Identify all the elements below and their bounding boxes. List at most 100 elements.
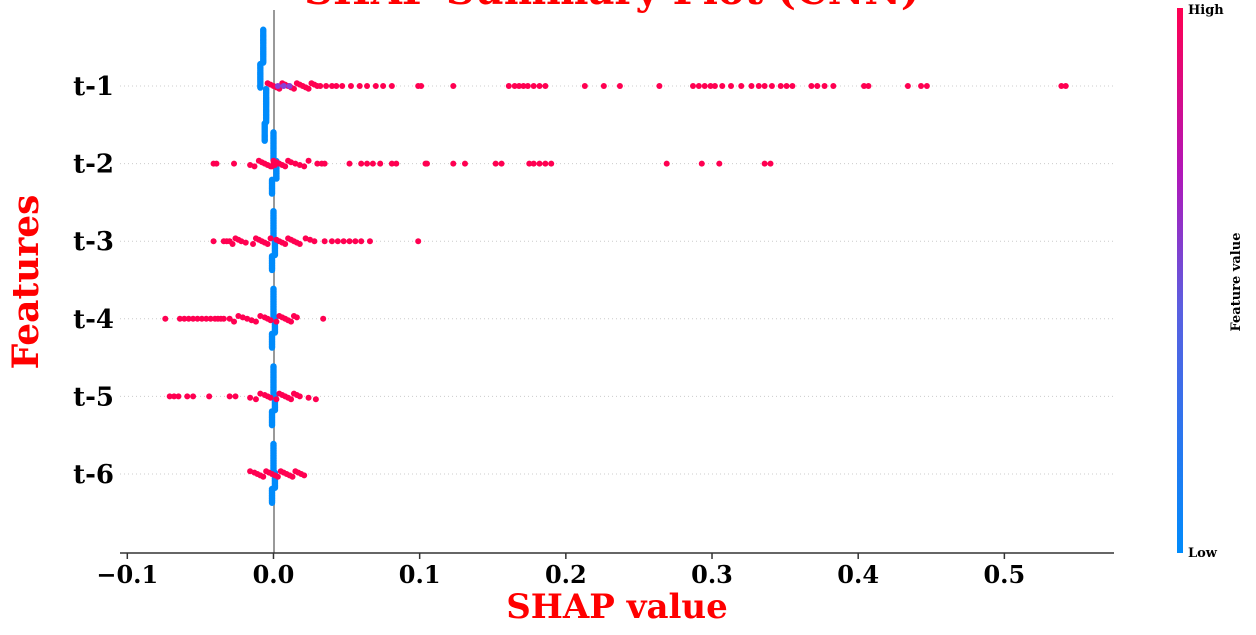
point-high-t-1: [830, 83, 837, 89]
point-high-t-1: [1058, 83, 1065, 89]
point-high-t-4: [162, 315, 169, 322]
point-high-t-3: [358, 238, 365, 245]
point-high-t-5: [184, 393, 191, 400]
point-high-t-6: [274, 473, 281, 480]
point-high-t-5: [175, 393, 182, 400]
point-high-t-1: [701, 83, 708, 89]
point-high-t-2: [314, 160, 321, 167]
point-high-t-1: [581, 83, 588, 89]
point-high-t-1: [821, 83, 828, 89]
point-high-t-2: [269, 163, 276, 170]
point-high-t-1: [768, 83, 775, 89]
point-high-t-2: [213, 160, 220, 167]
shap-points: [162, 26, 1069, 506]
colorbar-title: Feature value: [1229, 233, 1244, 332]
point-low-t-1: [261, 137, 268, 144]
point-high-t-3: [352, 238, 359, 245]
point-high-t-3: [296, 241, 303, 247]
point-high-t-5: [171, 393, 178, 400]
point-high-t-4: [293, 314, 300, 321]
point-high-t-1: [347, 83, 354, 89]
point-high-t-2: [423, 160, 430, 167]
point-high-t-6: [289, 473, 296, 480]
point-high-t-1: [783, 83, 790, 89]
x-tick-label: −0.1: [96, 560, 158, 589]
point-high-t-3: [250, 241, 257, 247]
point-high-t-1: [789, 83, 796, 89]
point-high-t-5: [226, 393, 233, 400]
point-high-t-1: [861, 83, 868, 89]
point-mid-t-1: [274, 83, 281, 89]
feature-label-t-5: t-5: [73, 382, 114, 412]
point-high-t-4: [226, 315, 233, 322]
feature-label-t-2: t-2: [73, 150, 114, 180]
point-high-t-2: [716, 160, 723, 167]
x-tick-label: 0.0: [253, 560, 295, 589]
point-high-t-5: [267, 394, 274, 401]
point-high-t-1: [600, 83, 607, 89]
point-high-t-3: [282, 241, 289, 247]
point-high-t-1: [1062, 83, 1069, 89]
point-high-t-1: [690, 83, 697, 89]
point-high-t-1: [333, 83, 340, 89]
point-high-t-1: [616, 83, 623, 89]
point-high-t-2: [388, 160, 395, 167]
point-high-t-3: [311, 238, 318, 245]
point-high-t-1: [719, 83, 726, 89]
feature-gridlines: [120, 85, 1114, 475]
point-high-t-1: [748, 83, 755, 89]
point-high-t-4: [267, 317, 274, 324]
point-high-t-3: [415, 238, 422, 245]
point-high-t-2: [305, 157, 312, 164]
point-high-t-4: [273, 318, 280, 325]
point-high-t-6: [301, 472, 308, 479]
feature-label-t-3: t-3: [73, 227, 114, 257]
point-high-t-1: [317, 83, 324, 89]
point-high-t-1: [738, 83, 745, 89]
point-high-t-4: [288, 318, 295, 325]
point-high-t-4: [320, 315, 327, 322]
point-high-t-2: [364, 160, 371, 167]
point-high-t-1: [511, 83, 518, 89]
point-high-t-2: [548, 160, 555, 167]
point-high-t-5: [312, 396, 319, 403]
point-high-t-2: [301, 163, 308, 170]
point-high-t-1: [761, 83, 768, 89]
point-high-t-1: [656, 83, 663, 89]
point-high-t-1: [305, 85, 312, 92]
point-high-t-2: [498, 160, 505, 167]
point-high-t-3: [210, 238, 217, 245]
point-high-t-5: [252, 396, 259, 403]
point-high-t-1: [923, 83, 930, 89]
point-high-t-3: [321, 238, 328, 245]
point-high-t-3: [366, 238, 373, 245]
point-high-t-2: [536, 160, 543, 167]
point-low-t-1: [257, 84, 264, 91]
point-high-t-2: [767, 160, 774, 167]
point-high-t-1: [323, 83, 330, 89]
point-high-t-2: [492, 160, 499, 167]
point-high-t-1: [380, 83, 387, 89]
point-high-t-1: [356, 83, 363, 89]
point-high-t-2: [393, 160, 400, 167]
point-high-t-4: [220, 315, 227, 322]
point-high-t-4: [203, 315, 210, 322]
point-high-t-4: [194, 315, 201, 322]
point-high-t-1: [695, 83, 702, 89]
point-high-t-5: [232, 393, 239, 400]
point-high-t-4: [252, 318, 259, 325]
point-high-t-1: [536, 83, 543, 89]
colorbar-high-label: High: [1188, 3, 1224, 18]
point-high-t-2: [761, 160, 768, 167]
point-high-t-1: [808, 83, 815, 89]
point-high-t-3: [340, 238, 347, 245]
point-high-t-2: [377, 160, 384, 167]
point-high-t-2: [450, 160, 457, 167]
point-high-t-4: [190, 315, 197, 322]
point-high-t-2: [698, 160, 705, 167]
point-high-t-6: [260, 473, 267, 480]
point-mid-t-1: [286, 83, 293, 89]
feature-label-t-6: t-6: [73, 460, 114, 490]
point-high-t-2: [663, 160, 670, 167]
